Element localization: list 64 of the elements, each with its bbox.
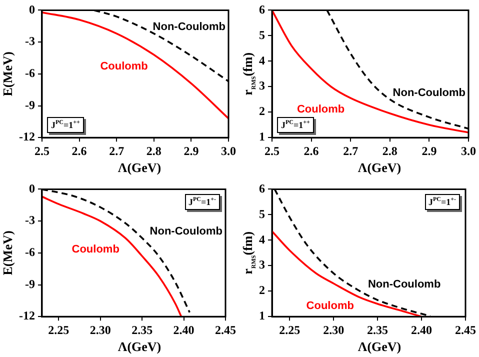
y-tick-label: 2 <box>259 104 265 118</box>
annotation: J$^{PC}$=1$^{++}$ <box>277 116 314 133</box>
x-tick-label: 2.7 <box>343 144 358 158</box>
y-tick-label: 4 <box>259 232 265 246</box>
x-tick-label: 2.9 <box>422 144 437 158</box>
y-axis-title: E(MeV) <box>0 230 16 278</box>
annotation: J$^{PC}$=1$^{+-}$ <box>184 194 220 210</box>
y-tick-label: -9 <box>24 98 35 112</box>
x-tick-label: 3.0 <box>461 144 476 158</box>
y-tick-label: 0 <box>28 2 35 16</box>
x-tick-label: 2.30 <box>323 322 344 337</box>
y-tick-label: -12 <box>18 130 35 144</box>
x-axis-title: Λ(GeV) <box>116 160 162 177</box>
series-label: Non-Coulomb <box>150 226 223 238</box>
x-tick-label: 2.5 <box>34 144 50 158</box>
x-tick-label: 2.40 <box>173 322 194 337</box>
x-tick-label: 2.8 <box>146 144 162 158</box>
annotation: J$^{PC}$=1$^{+-}$ <box>424 194 460 210</box>
series-label: Coulomb <box>72 244 120 256</box>
x-tick-label: 2.40 <box>411 322 432 337</box>
x-tick-label: 2.6 <box>304 144 319 158</box>
x-tick-label: 2.30 <box>90 322 111 337</box>
y-axis-title: E(MeV) <box>0 50 16 98</box>
y-tick-label: 0 <box>28 181 35 196</box>
x-tick-label: 2.45 <box>215 322 236 337</box>
y-tick-label: 2 <box>259 283 265 298</box>
y-tick-label: 3 <box>259 258 265 272</box>
x-tick-label: 3.0 <box>221 144 236 158</box>
x-tick-label: 2.6 <box>72 144 87 158</box>
x-tick-label: 2.8 <box>382 144 398 158</box>
series-label: Non-Coulomb <box>392 86 466 99</box>
y-tick-label: 5 <box>259 28 265 42</box>
x-tick-label: 2.35 <box>367 322 388 337</box>
x-tick-label: 2.35 <box>132 322 153 337</box>
y-tick-label: 1 <box>259 308 265 323</box>
y-tick-label: -3 <box>24 213 35 228</box>
y-tick-label: 4 <box>259 53 265 68</box>
annotation: J$^{PC}$=1$^{++}$ <box>46 116 84 133</box>
y-tick-label: 6 <box>259 2 265 16</box>
x-tick-label: 2.9 <box>184 144 199 158</box>
x-tick-label: 2.5 <box>264 144 280 158</box>
y-tick-label: -9 <box>24 276 35 291</box>
x-tick-label: 2.25 <box>48 322 70 337</box>
y-tick-label: -3 <box>24 34 35 48</box>
x-axis-title: Λ(GeV) <box>116 339 162 356</box>
y-tick-label: -6 <box>24 66 35 80</box>
series-label: Coulomb <box>306 300 354 312</box>
series-label: Coulomb <box>100 60 148 72</box>
y-tick-label: -12 <box>18 308 35 323</box>
y-tick-label: 5 <box>259 206 265 221</box>
y-tick-label: 1 <box>259 130 265 144</box>
series-label: Non-Coulomb <box>368 278 441 291</box>
line-series <box>42 11 228 120</box>
x-tick-label: 2.7 <box>109 144 124 158</box>
y-tick-label: 6 <box>259 181 265 196</box>
series-label: Coulomb <box>296 104 345 116</box>
y-tick-label: -6 <box>24 244 35 259</box>
x-tick-label: 2.45 <box>455 322 476 337</box>
y-tick-label: 3 <box>259 78 265 93</box>
x-axis-title: Λ(GeV) <box>356 339 402 356</box>
x-tick-label: 2.25 <box>279 322 300 337</box>
x-axis-title: Λ(GeV) <box>356 160 402 177</box>
series-label: Non-Coulomb <box>152 21 226 34</box>
line-series <box>272 10 468 134</box>
